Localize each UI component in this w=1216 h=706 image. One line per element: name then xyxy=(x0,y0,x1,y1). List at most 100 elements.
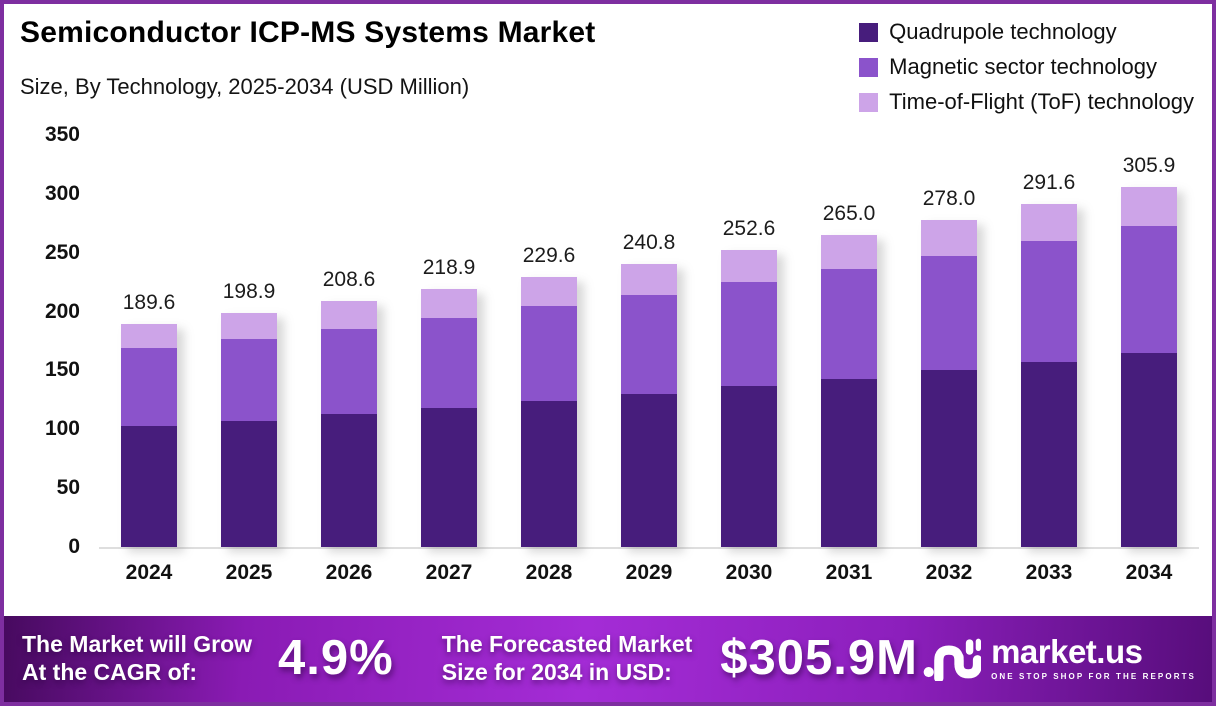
bar-segment xyxy=(1121,352,1177,547)
bar-segment xyxy=(1021,361,1077,547)
y-tick-label: 200 xyxy=(44,299,80,323)
bar-total-label: 208.6 xyxy=(322,268,376,292)
marketus-logo: market.us ONE STOP SHOP FOR THE REPORTS xyxy=(923,635,1196,681)
legend-item-tof: Time-of-Flight (ToF) technology xyxy=(859,89,1194,115)
x-tick-label: 2033 xyxy=(1025,561,1073,584)
bar-segment xyxy=(521,306,577,402)
y-tick-label: 100 xyxy=(44,417,80,441)
bar-total-label: 291.6 xyxy=(1022,170,1076,194)
legend-label-quadrupole: Quadrupole technology xyxy=(889,19,1117,44)
cagr-label: The Market will Grow At the CAGR of: xyxy=(22,630,252,686)
bar-column: 278.0 xyxy=(899,135,999,547)
stacked-bar-2024 xyxy=(121,323,177,547)
bar-total-label: 218.9 xyxy=(422,256,476,280)
bar-segment xyxy=(921,255,977,371)
bar-column: 240.8 xyxy=(599,135,699,547)
bottom-banner: The Market will Grow At the CAGR of: 4.9… xyxy=(4,616,1212,702)
cagr-label-line2: At the CAGR of: xyxy=(22,659,198,685)
x-tick-label: 2024 xyxy=(125,561,173,584)
bar-column: 218.9 xyxy=(399,135,499,547)
y-tick-label: 0 xyxy=(68,535,80,558)
bar-total-label: 198.9 xyxy=(222,279,276,303)
bar-total-label: 305.9 xyxy=(1122,153,1176,177)
x-axis: 2024 2025 2026 2027 2028 2029 2030 2031 2032 2033… xyxy=(99,561,1199,585)
cagr-label-line1: The Market will Grow xyxy=(22,630,253,657)
x-tick-label: 2029 xyxy=(625,561,673,584)
bar-total-label: 278.0 xyxy=(922,186,976,210)
bar-segment xyxy=(321,414,377,547)
stacked-bar-2032 xyxy=(921,219,977,547)
bar-segment xyxy=(221,338,277,421)
stacked-bar-2031 xyxy=(821,235,877,547)
marketus-logo-icon xyxy=(923,638,982,681)
chart-legend: Quadrupole technology Magnetic sector te… xyxy=(859,19,1194,115)
bar-segment xyxy=(421,317,477,408)
x-tick-label: 2027 xyxy=(425,561,473,584)
bar-segment xyxy=(1121,186,1177,227)
marketus-logo-text: market.us ONE STOP SHOP FOR THE REPORTS xyxy=(991,635,1196,681)
bar-segment xyxy=(421,289,477,318)
y-tick-label: 300 xyxy=(44,181,80,205)
bar-segment xyxy=(1021,203,1077,242)
bar-total-label: 240.8 xyxy=(622,230,676,254)
bar-column: 265.0 xyxy=(799,135,899,547)
stacked-bar-2026 xyxy=(321,301,377,547)
bar-column: 189.6 xyxy=(99,135,199,547)
bar-segment xyxy=(221,420,277,547)
legend-label-magnetic-sector: Magnetic sector technology xyxy=(889,54,1157,79)
bar-segment xyxy=(721,282,777,387)
stacked-bar-2029 xyxy=(621,263,677,547)
bar-segment xyxy=(621,294,677,394)
stacked-bar-2028 xyxy=(521,276,577,547)
bar-segment xyxy=(821,235,877,270)
bar-segment xyxy=(321,301,377,329)
bar-segment xyxy=(521,276,577,307)
bar-column: 208.6 xyxy=(299,135,399,547)
cagr-value: 4.9% xyxy=(278,631,394,685)
bar-segment xyxy=(121,348,177,427)
x-tick-label: 2026 xyxy=(325,561,373,584)
bar-column: 229.6 xyxy=(499,135,599,547)
marketus-logo-name: market.us xyxy=(991,633,1143,670)
x-tick-label: 2025 xyxy=(225,561,273,584)
forecast-label: The Forecasted Market Size for 2034 in U… xyxy=(442,630,693,686)
y-axis: 0 50 100 150 200 250 300 350 xyxy=(4,123,80,558)
legend-item-magnetic-sector: Magnetic sector technology xyxy=(859,54,1194,80)
bar-segment xyxy=(521,401,577,547)
legend-swatch-tof-icon xyxy=(859,92,879,112)
bar-segment xyxy=(821,269,877,379)
bar-column: 198.9 xyxy=(199,135,299,547)
bar-segment xyxy=(1021,241,1077,362)
stacked-bar-2027 xyxy=(421,289,477,547)
bar-segment xyxy=(621,263,677,295)
bar-segment xyxy=(321,328,377,415)
bar-segment xyxy=(421,407,477,547)
x-tick-label: 2030 xyxy=(725,561,773,584)
forecast-label-line1: The Forecasted Market xyxy=(441,630,693,657)
x-tick-label: 2028 xyxy=(525,561,573,584)
legend-swatch-quadrupole-icon xyxy=(859,22,879,42)
bar-segment xyxy=(221,312,277,339)
bar-total-label: 189.6 xyxy=(122,290,176,314)
legend-swatch-magnetic-sector-icon xyxy=(859,57,879,77)
bar-segment xyxy=(121,426,177,547)
plot-area: 189.6 198.9 208.6 218.9 229.6 240.8 252.6 265.0… xyxy=(99,135,1199,549)
x-tick-label: 2032 xyxy=(925,561,973,584)
forecast-label-line2: Size for 2034 in USD: xyxy=(441,659,672,685)
marketus-logo-tagline: ONE STOP SHOP FOR THE REPORTS xyxy=(991,672,1196,681)
bar-segment xyxy=(721,249,777,283)
page-subtitle: Size, By Technology, 2025-2034 (USD Mill… xyxy=(20,74,470,99)
stacked-bar-2030 xyxy=(721,249,777,547)
y-tick-label: 250 xyxy=(44,240,80,264)
legend-label-tof: Time-of-Flight (ToF) technology xyxy=(889,89,1194,114)
forecast-value: $305.9M xyxy=(720,631,918,685)
bar-total-label: 229.6 xyxy=(522,243,576,267)
stacked-bar-2033 xyxy=(1021,203,1077,547)
x-tick-label: 2034 xyxy=(1125,561,1173,584)
bar-segment xyxy=(121,323,177,349)
bar-column: 252.6 xyxy=(699,135,799,547)
y-tick-label: 350 xyxy=(44,123,80,146)
bar-segment xyxy=(721,386,777,547)
bar-total-label: 252.6 xyxy=(722,216,776,240)
